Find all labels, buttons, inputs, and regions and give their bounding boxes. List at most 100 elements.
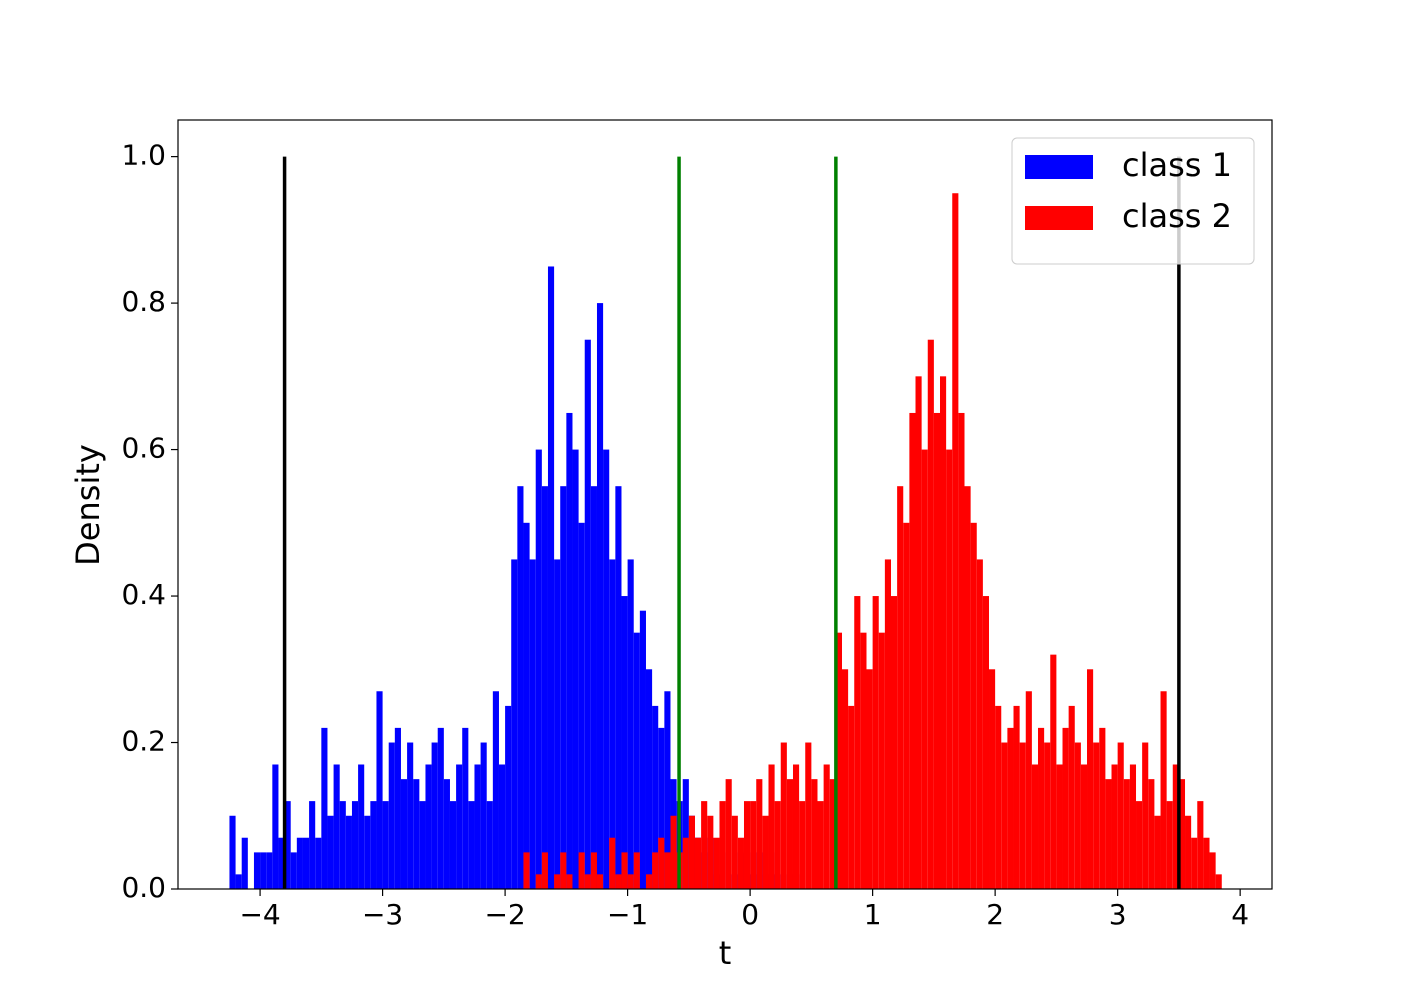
histogram-bar	[933, 412, 941, 889]
y-tick-label: 0.0	[121, 871, 166, 904]
histogram-bar	[743, 801, 751, 889]
histogram-bar	[1185, 815, 1192, 889]
histogram-bar	[333, 764, 340, 889]
histogram-bar	[1105, 779, 1112, 889]
histogram-bar	[633, 632, 640, 889]
histogram-bar	[1129, 764, 1137, 889]
histogram-bar	[1007, 727, 1014, 889]
histogram-bar	[1197, 801, 1204, 889]
histogram-bar	[321, 727, 328, 889]
histogram-bar	[713, 837, 720, 889]
histogram-bar	[1025, 691, 1032, 889]
histogram-bar	[419, 801, 426, 889]
histogram-bar	[1013, 705, 1020, 889]
histogram-bar	[1148, 779, 1155, 889]
histogram-bar	[327, 815, 334, 889]
histogram-bar	[486, 801, 493, 889]
histogram-bar	[1087, 669, 1094, 889]
histogram-bar	[290, 852, 297, 889]
x-tick-label: 0	[741, 898, 759, 931]
histogram-bar	[596, 874, 604, 889]
histogram-bar	[639, 610, 646, 889]
histogram-bar	[799, 801, 806, 889]
histogram-bar	[523, 522, 530, 889]
histogram-bar	[762, 815, 769, 889]
histogram-bar	[768, 764, 775, 889]
histogram-bar	[578, 852, 585, 889]
histogram-bar	[946, 449, 953, 889]
histogram-bar	[903, 522, 910, 889]
histogram-bar	[976, 559, 983, 889]
y-tick-label: 0.6	[121, 432, 166, 465]
histogram-bar	[627, 559, 634, 889]
histogram-bar	[1166, 801, 1173, 889]
histogram-bar	[468, 801, 475, 889]
histogram-bar	[872, 596, 879, 889]
histogram-bar	[535, 874, 542, 889]
histogram-bar	[817, 801, 824, 889]
x-tick-label: 1	[864, 898, 882, 931]
histogram-bar	[1178, 779, 1186, 889]
histogram-bar	[1068, 705, 1075, 889]
legend-label: class 1	[1122, 146, 1232, 184]
histogram-bar	[995, 705, 1002, 889]
histogram-bar	[1074, 742, 1081, 889]
histogram-bar	[339, 801, 346, 889]
histogram-bar	[566, 874, 573, 889]
histogram-bar	[921, 449, 928, 889]
histogram-bar	[511, 559, 518, 889]
histogram-bar	[364, 815, 371, 889]
histogram-bar	[756, 779, 763, 889]
histogram-bar	[296, 837, 303, 889]
histogram-bar	[1154, 815, 1161, 889]
histogram-bar	[652, 705, 659, 889]
histogram-bar	[841, 669, 849, 889]
histogram-bar	[970, 522, 977, 889]
histogram-bar	[1056, 764, 1063, 889]
histogram-bar	[645, 669, 653, 889]
histogram-bar	[615, 486, 622, 889]
histogram-bar	[645, 874, 653, 889]
histogram-bar	[854, 596, 861, 889]
histogram-bar	[449, 801, 457, 889]
histogram-bar	[456, 764, 463, 889]
histogram-bar	[707, 815, 714, 889]
histogram-bar	[278, 837, 285, 889]
legend-swatch	[1025, 206, 1093, 230]
histogram-bar	[474, 764, 481, 889]
histogram-bar	[701, 801, 708, 889]
x-tick-label: 2	[986, 898, 1004, 931]
histogram-bar	[498, 764, 506, 889]
histogram-bar	[400, 779, 408, 889]
histogram-bar	[407, 742, 414, 889]
histogram-bar	[940, 376, 947, 889]
histogram-bar	[1031, 764, 1039, 889]
histogram-bar	[437, 727, 444, 889]
histogram-bar	[774, 801, 781, 889]
x-tick-label: −1	[607, 898, 648, 931]
histogram-bar	[792, 764, 800, 889]
histogram-bar	[1062, 727, 1069, 889]
y-tick-label: 0.2	[121, 725, 166, 758]
histogram-bar	[805, 742, 812, 889]
histogram-bar	[897, 486, 904, 889]
histogram-bar	[664, 691, 671, 889]
histogram-bar	[584, 874, 591, 889]
histogram-bar	[1117, 742, 1124, 889]
histogram-bar	[848, 705, 855, 889]
histogram-bar	[958, 412, 965, 889]
histogram-bar	[609, 837, 616, 889]
histogram-bar	[627, 874, 634, 889]
histogram-bar	[780, 742, 787, 889]
histogram-bar	[915, 376, 922, 889]
histogram-bar	[811, 779, 818, 889]
histogram-bar	[309, 801, 316, 889]
histogram-bar	[358, 764, 365, 889]
x-tick-label: 3	[1109, 898, 1127, 931]
histogram-bar	[688, 815, 695, 889]
histogram-bar	[480, 742, 487, 889]
histogram-bar	[731, 815, 738, 889]
histogram-bar	[1038, 727, 1045, 889]
histogram-bar	[1099, 727, 1106, 889]
